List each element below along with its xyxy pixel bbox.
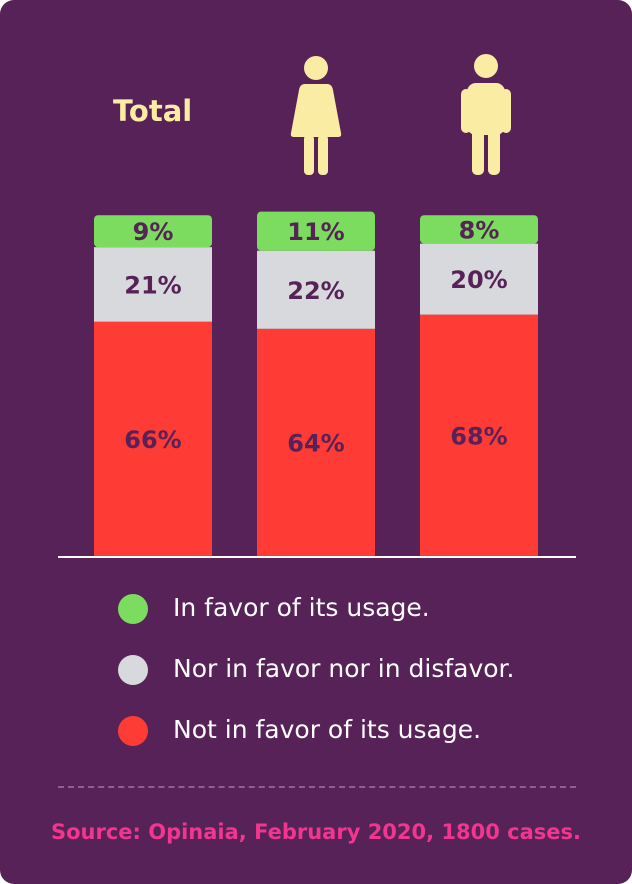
bar-female-neutral (257, 250, 375, 329)
source-note: Source: Opinaia, February 2020, 1800 cas… (50, 820, 582, 844)
female-person-icon (290, 56, 342, 175)
bar-female-in-favor (257, 211, 375, 251)
bar-male-neutral (420, 243, 538, 315)
legend-label-in-favor: In favor of its usage. (173, 593, 430, 622)
data-label-total-in-favor: 9% (133, 218, 174, 246)
male-person-icon (461, 54, 511, 175)
data-label-female-in-favor: 11% (287, 218, 344, 246)
data-label-female-not-in-favor: 64% (287, 429, 344, 457)
stacked-bar-chart: 66% 21% 9% 64% 22% 11% 68% 20% 8% (58, 211, 576, 558)
dashed-divider (58, 786, 576, 788)
total-column-label: Total (113, 94, 193, 128)
legend-label-neutral: Nor in favor nor in disfavor. (173, 654, 515, 683)
legend-label-not-in-favor: Not in favor of its usage. (173, 715, 482, 744)
data-label-male-not-in-favor: 68% (450, 422, 507, 450)
data-label-total-neutral: 21% (124, 271, 181, 299)
bar-total-in-favor (94, 215, 212, 248)
bar-male-in-favor (420, 215, 538, 244)
legend-swatch-not-in-favor (118, 716, 148, 746)
legend-swatch-neutral (118, 655, 148, 685)
data-label-female-neutral: 22% (287, 277, 344, 305)
bar-total-neutral (94, 247, 212, 322)
bar-male-not-in-favor (420, 314, 538, 556)
bar-female-not-in-favor (257, 328, 375, 556)
data-label-male-in-favor: 8% (459, 216, 500, 244)
data-label-total-not-in-favor: 66% (124, 426, 181, 454)
legend-swatch-in-favor (118, 594, 148, 624)
data-label-male-neutral: 20% (450, 266, 507, 294)
bar-total-not-in-favor (94, 321, 212, 556)
